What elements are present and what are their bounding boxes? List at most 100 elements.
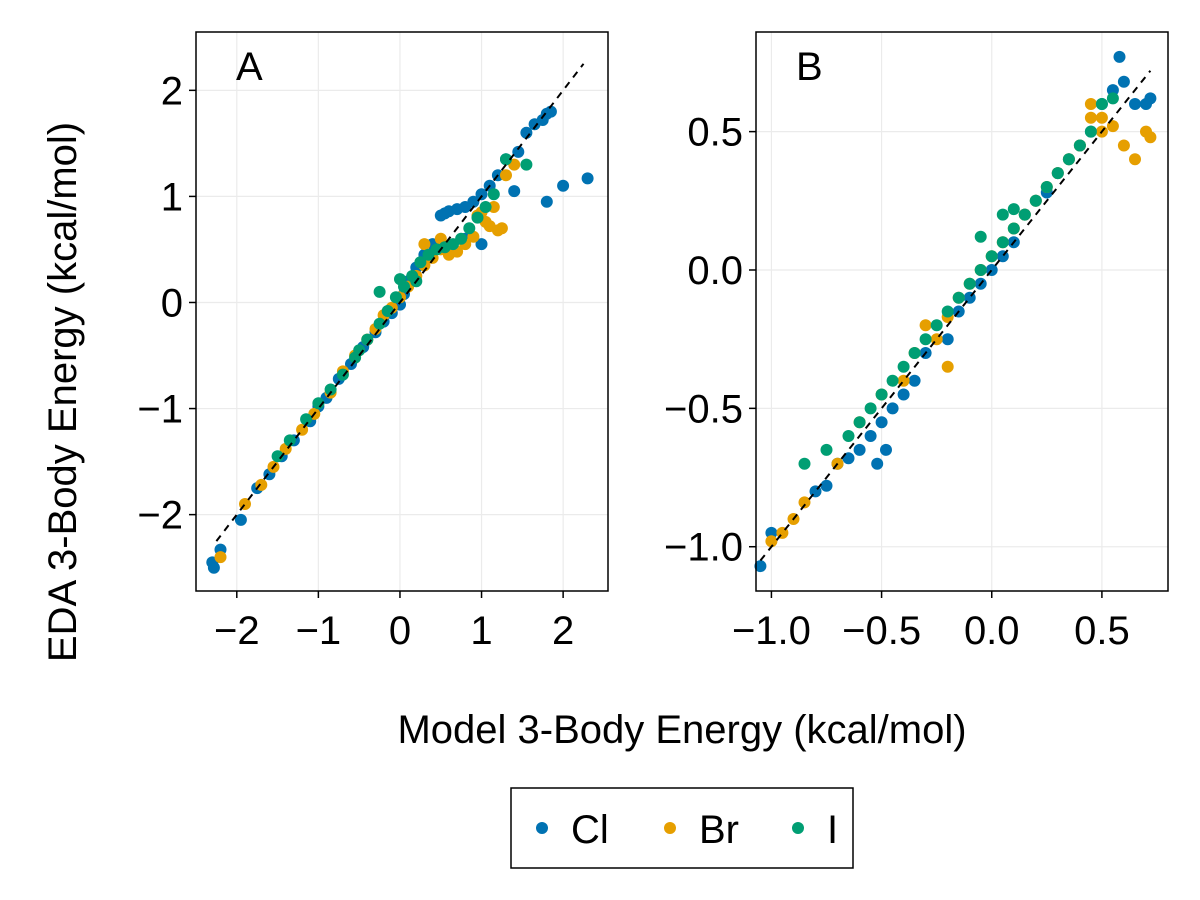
point-cl	[207, 561, 220, 574]
point-br	[1084, 98, 1097, 110]
point-i	[996, 236, 1009, 249]
reference-line	[759, 70, 1152, 562]
point-cl	[880, 443, 892, 456]
x-tick-label: −1	[296, 609, 342, 653]
x-tick-label: −0.5	[842, 609, 921, 653]
point-br	[214, 551, 227, 564]
point-i	[500, 153, 512, 166]
point-cl	[475, 188, 488, 201]
point-i	[798, 457, 811, 470]
legend-label-br: Br	[699, 808, 739, 852]
legend-label-cl: Cl	[571, 808, 609, 852]
point-i	[1007, 222, 1020, 235]
point-cl	[540, 195, 553, 208]
panel-label-a: A	[236, 45, 263, 89]
point-cl	[765, 526, 778, 539]
point-i	[886, 374, 899, 387]
legend-marker-cl	[536, 822, 548, 834]
point-cl	[1117, 75, 1130, 88]
point-br	[1117, 139, 1130, 152]
point-i	[336, 368, 349, 381]
panel-a: −2 −1 0 1 2 −2 −1 0 1 2 A	[137, 31, 609, 653]
y-tick-label: 0	[161, 281, 183, 325]
point-i	[1106, 92, 1119, 105]
point-i	[479, 201, 492, 213]
y-tick-label: −1	[137, 388, 183, 432]
point-cl	[544, 105, 557, 118]
point-i	[853, 416, 866, 429]
point-i	[974, 230, 987, 243]
point-br	[418, 238, 431, 251]
point-i	[941, 305, 954, 318]
x-tick-label: 0.5	[1074, 609, 1130, 653]
point-i	[1040, 181, 1053, 193]
point-i	[463, 222, 476, 235]
point-i	[820, 443, 833, 456]
point-i	[381, 305, 394, 317]
point-i	[389, 291, 402, 304]
point-br	[919, 319, 932, 332]
point-i	[864, 402, 877, 415]
panel-b: −1.0 −0.5 0.0 0.5 −1.0 −0.5 0.0 0.5 B	[664, 31, 1169, 653]
point-cl	[754, 560, 767, 573]
x-tick-label: 1	[470, 609, 492, 653]
legend-entry-cl: Cl	[536, 808, 609, 852]
point-cl	[475, 238, 488, 251]
y-tick-label: −0.5	[664, 387, 743, 431]
panel-label-b: B	[796, 45, 823, 89]
x-tick-label: 0	[389, 609, 411, 653]
point-i	[414, 256, 427, 269]
reference-line	[215, 63, 585, 542]
plot-frame	[195, 31, 609, 592]
point-i	[1029, 194, 1042, 207]
y-tick-label: 1	[161, 175, 183, 219]
point-i	[985, 250, 998, 263]
point-i	[1062, 153, 1075, 166]
point-br	[1129, 153, 1141, 166]
legend-label-i: I	[827, 808, 838, 852]
point-cl	[864, 430, 877, 442]
point-br	[1084, 111, 1097, 124]
point-cl	[886, 402, 899, 415]
point-i	[312, 397, 325, 410]
point-i	[487, 188, 500, 201]
point-br	[495, 222, 508, 235]
point-i	[930, 319, 943, 332]
legend-marker-br	[664, 822, 676, 834]
legend-marker-i	[792, 822, 804, 834]
y-tick-label: 0.0	[687, 249, 743, 293]
point-cl	[1129, 98, 1141, 110]
point-br	[941, 360, 954, 373]
point-br	[487, 201, 500, 213]
point-i	[520, 158, 533, 171]
y-tick-label: 2	[161, 69, 183, 113]
point-i	[875, 388, 888, 401]
point-i	[974, 264, 987, 276]
point-cl	[941, 333, 954, 346]
legend-entry-i: I	[792, 808, 838, 852]
point-cl	[557, 179, 570, 192]
x-tick-label: 2	[552, 609, 574, 653]
point-br	[765, 535, 778, 548]
point-i	[1084, 125, 1097, 138]
point-i	[952, 291, 965, 304]
point-cl	[908, 374, 921, 387]
x-tick-label: −1.0	[732, 609, 811, 653]
point-cl	[897, 388, 910, 401]
point-cl	[581, 172, 594, 185]
point-i	[897, 360, 910, 373]
point-i	[1073, 139, 1086, 152]
point-cl	[467, 195, 480, 208]
x-tick-label: 0.0	[964, 609, 1020, 653]
point-i	[1095, 98, 1108, 110]
y-tick-label: −1.0	[664, 526, 743, 570]
point-cl	[875, 416, 888, 429]
point-cl	[820, 479, 833, 492]
legend-frame	[510, 787, 854, 869]
legend-entry-br: Br	[664, 808, 739, 852]
point-i	[1007, 203, 1020, 216]
point-i	[324, 383, 337, 396]
point-cl	[871, 457, 884, 470]
point-i	[842, 430, 855, 442]
